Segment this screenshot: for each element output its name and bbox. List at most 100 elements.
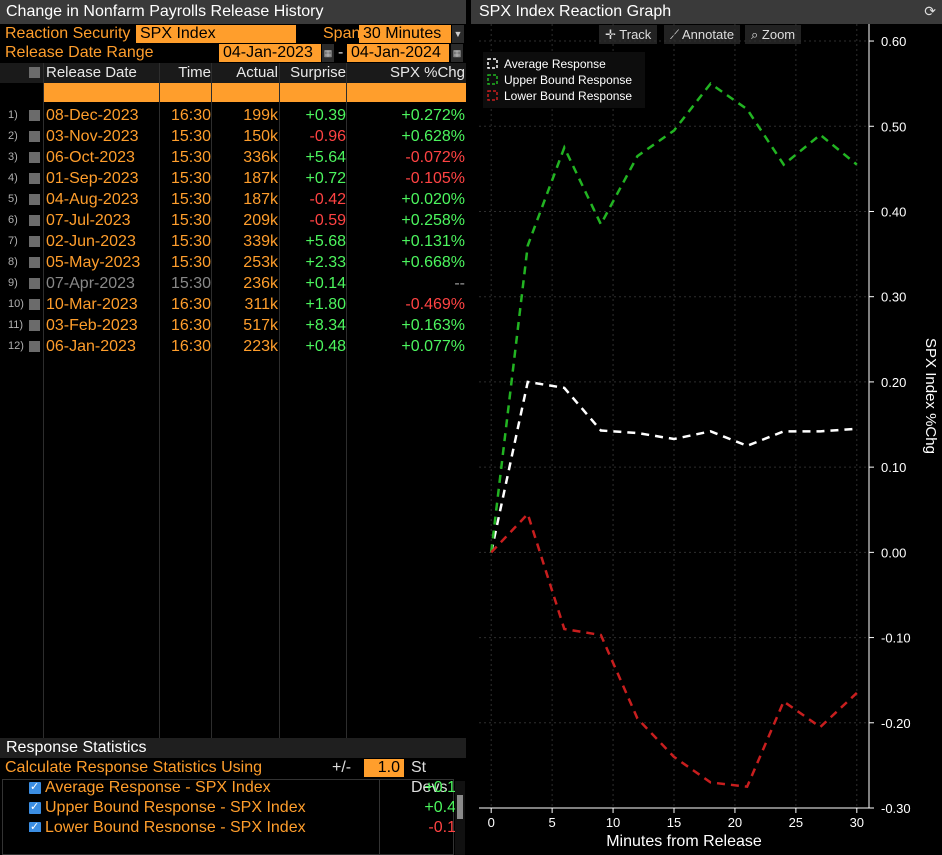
stats-divider bbox=[379, 779, 380, 855]
refresh-icon[interactable]: ⟳ bbox=[924, 3, 936, 19]
row-index: 2) bbox=[8, 130, 18, 142]
col-surprise[interactable]: Surprise bbox=[290, 64, 346, 81]
calc-stats-label: Calculate Response Statistics Using bbox=[5, 759, 263, 776]
stat-item-upper[interactable]: Upper Bound Response - SPX Index +0.4 bbox=[0, 797, 466, 818]
table-row[interactable]: 3) 06-Oct-2023 15:30 336k +5.64 -0.072% bbox=[0, 147, 466, 168]
table-header: Release Date Time Actual Surprise SPX %C… bbox=[0, 63, 466, 83]
upper-checkbox[interactable] bbox=[29, 797, 41, 817]
spx-change-value: +0.163% bbox=[401, 317, 465, 334]
row-checkbox[interactable] bbox=[29, 236, 40, 247]
table-row[interactable]: 4) 01-Sep-2023 15:30 187k +0.72 -0.105% bbox=[0, 168, 466, 189]
span-dropdown-icon[interactable]: ▼ bbox=[452, 25, 464, 43]
table-row[interactable]: 1) 08-Dec-2023 16:30 199k +0.39 +0.272% bbox=[0, 105, 466, 126]
date-to-input[interactable]: 04-Jan-2024 bbox=[347, 44, 449, 62]
table-row[interactable]: 2) 03-Nov-2023 15:30 150k -0.96 +0.628% bbox=[0, 126, 466, 147]
surprise-value: -0.59 bbox=[309, 212, 346, 229]
row-checkbox[interactable] bbox=[29, 299, 40, 310]
release-time: 15:30 bbox=[170, 128, 211, 145]
legend-swatch bbox=[487, 90, 498, 101]
column-divider bbox=[159, 63, 160, 740]
release-time: 15:30 bbox=[170, 191, 211, 208]
zoom-button[interactable]: ⌕ Zoom bbox=[745, 25, 802, 44]
annotate-button[interactable]: ⟋ Annotate bbox=[664, 25, 741, 44]
select-all-checkbox[interactable] bbox=[29, 67, 40, 78]
row-checkbox[interactable] bbox=[29, 341, 40, 352]
calendar-to-icon[interactable]: ▦ bbox=[451, 44, 463, 62]
table-row[interactable]: 12) 06-Jan-2023 16:30 223k +0.48 +0.077% bbox=[0, 336, 466, 357]
column-divider bbox=[279, 63, 280, 740]
row-checkbox[interactable] bbox=[29, 110, 40, 121]
x-tick-label: 25 bbox=[789, 815, 803, 830]
table-row[interactable]: 8) 05-May-2023 15:30 253k +2.33 +0.668% bbox=[0, 252, 466, 273]
spx-change-value: -0.469% bbox=[405, 296, 465, 313]
release-date-range-label: Release Date Range bbox=[5, 44, 154, 61]
stat-label: Upper Bound Response - SPX Index bbox=[45, 799, 306, 816]
row-checkbox[interactable] bbox=[29, 194, 40, 205]
release-date: 06-Jan-2023 bbox=[46, 338, 136, 355]
row-checkbox[interactable] bbox=[29, 320, 40, 331]
crosshair-icon: ✛ bbox=[605, 27, 620, 42]
reaction-security-label: Reaction Security bbox=[5, 25, 131, 42]
plusminus-label: +/- bbox=[332, 759, 352, 776]
table-row[interactable]: 9) 07-Apr-2023 15:30 236k +0.14 -- bbox=[0, 273, 466, 294]
response-statistics-title: Response Statistics bbox=[0, 738, 466, 758]
row-checkbox[interactable] bbox=[29, 152, 40, 163]
release-date: 05-May-2023 bbox=[46, 254, 141, 271]
series-lines bbox=[489, 81, 858, 789]
row-checkbox[interactable] bbox=[29, 278, 40, 289]
legend-label: Average Response bbox=[504, 57, 606, 71]
table-row[interactable]: 7) 02-Jun-2023 15:30 339k +5.68 +0.131% bbox=[0, 231, 466, 252]
release-date: 02-Jun-2023 bbox=[46, 233, 136, 250]
x-axis-label: Minutes from Release bbox=[606, 833, 762, 850]
row-checkbox[interactable] bbox=[29, 215, 40, 226]
lower-checkbox[interactable] bbox=[29, 818, 41, 832]
reaction-graph-panel: SPX Index Reaction Graph ⟳ ✛ Track ⟋ Ann… bbox=[471, 0, 942, 855]
graph-title: SPX Index Reaction Graph bbox=[471, 0, 942, 24]
col-spx-chg[interactable]: SPX %Chg bbox=[389, 64, 465, 81]
row-checkbox[interactable] bbox=[29, 257, 40, 268]
y-tick-label: 0.60 bbox=[881, 34, 906, 49]
row-checkbox[interactable] bbox=[29, 173, 40, 184]
reaction-security-input[interactable]: SPX Index bbox=[136, 25, 296, 43]
actual-value: 253k bbox=[243, 254, 278, 271]
col-time[interactable]: Time bbox=[178, 64, 211, 81]
row-index: 1) bbox=[8, 109, 18, 121]
stat-item-lower[interactable]: Lower Bound Response - SPX Index -0.1 bbox=[0, 818, 466, 832]
column-divider bbox=[211, 63, 212, 740]
series-line-2 bbox=[490, 511, 858, 789]
chart-legend: Average Response Upper Bound Response Lowe… bbox=[483, 52, 645, 108]
calendar-from-icon[interactable]: ▦ bbox=[322, 44, 334, 62]
stat-value: -0.1 bbox=[428, 819, 456, 832]
release-date: 01-Sep-2023 bbox=[46, 170, 139, 187]
average-checkbox[interactable] bbox=[29, 777, 41, 797]
row-index: 6) bbox=[8, 214, 18, 226]
stat-item-average[interactable]: Average Response - SPX Index +0.1 bbox=[0, 777, 466, 798]
x-tick-label: 0 bbox=[488, 815, 495, 830]
actual-value: 311k bbox=[244, 296, 278, 313]
y-tick-label: -0.30 bbox=[881, 801, 911, 816]
span-select[interactable]: 30 Minutes bbox=[359, 25, 451, 43]
legend-label: Lower Bound Response bbox=[504, 89, 632, 103]
col-release-date[interactable]: Release Date bbox=[46, 64, 137, 81]
stat-value: +0.4 bbox=[424, 799, 456, 816]
release-time: 16:30 bbox=[170, 107, 211, 124]
x-tick-label: 10 bbox=[606, 815, 620, 830]
actual-value: 187k bbox=[243, 191, 278, 208]
actual-value: 336k bbox=[243, 149, 278, 166]
stats-scroll-thumb[interactable] bbox=[457, 795, 463, 819]
surprise-value: +0.48 bbox=[305, 338, 346, 355]
surprise-value: +0.14 bbox=[305, 275, 346, 292]
table-row[interactable]: 6) 07-Jul-2023 15:30 209k -0.59 +0.258% bbox=[0, 210, 466, 231]
col-actual[interactable]: Actual bbox=[236, 64, 278, 81]
table-row[interactable]: 5) 04-Aug-2023 15:30 187k -0.42 +0.020% bbox=[0, 189, 466, 210]
y-tick-label: 0.50 bbox=[881, 119, 906, 134]
reaction-chart[interactable]: -0.30 -0.20 -0.10 0.00 0.10 0.20 0.30 0.40 0.50 0… bbox=[471, 24, 942, 855]
surprise-value: +2.33 bbox=[305, 254, 346, 271]
row-checkbox[interactable] bbox=[29, 131, 40, 142]
track-button[interactable]: ✛ Track bbox=[599, 25, 658, 44]
stdev-input[interactable]: 1.0 bbox=[364, 759, 404, 777]
table-row[interactable]: 11) 03-Feb-2023 16:30 517k +8.34 +0.163% bbox=[0, 315, 466, 336]
y-axis-label: SPX Index %Chg bbox=[922, 338, 939, 454]
table-row[interactable]: 10) 10-Mar-2023 16:30 311k +1.80 -0.469% bbox=[0, 294, 466, 315]
date-from-input[interactable]: 04-Jan-2023 bbox=[219, 44, 321, 62]
